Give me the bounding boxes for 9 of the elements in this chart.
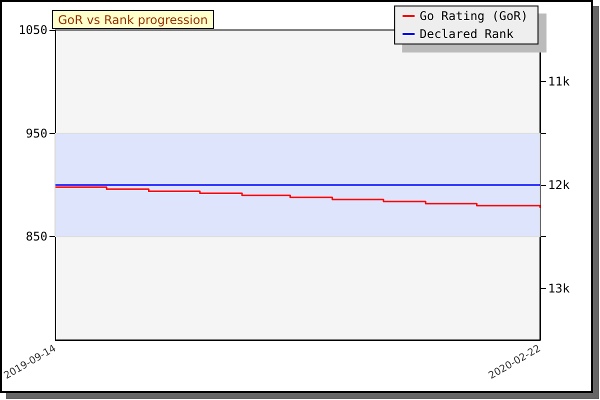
legend-label: Declared Rank [420,27,514,41]
y2-tick-label: 11k [548,74,570,89]
y2-tick-label: 13k [548,281,570,296]
y2-tick-label: 12k [548,178,570,192]
chart-title: GoR vs Rank progression [58,13,208,27]
y-tick-label: 950 [26,126,48,140]
legend-label: Go Rating (GoR) [420,9,528,23]
y-tick-label: 1050 [18,23,48,37]
y-tick-label: 850 [26,230,48,244]
